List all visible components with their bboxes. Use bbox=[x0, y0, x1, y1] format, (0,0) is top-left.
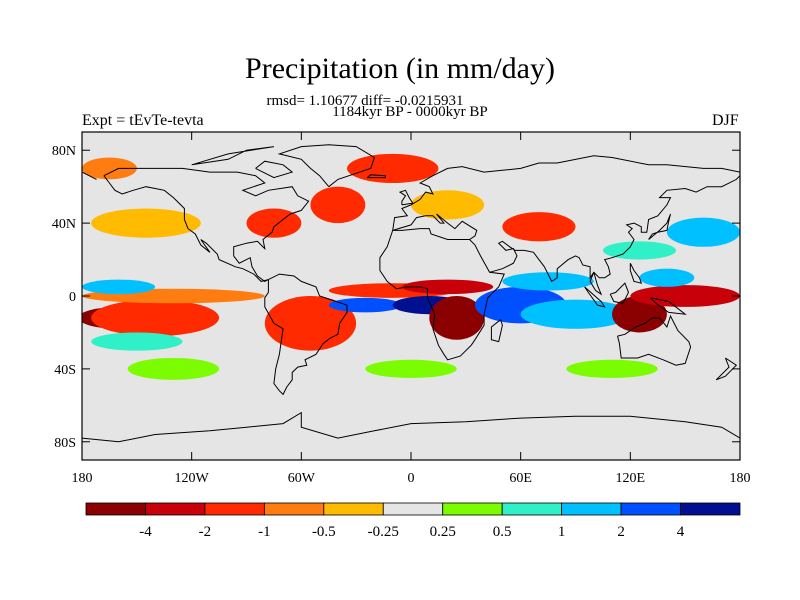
chart-period-line: 1184kyr BP - 0000kyr BP bbox=[332, 104, 488, 120]
colorbar-label: 2 bbox=[617, 524, 625, 540]
chart-stats-line: rmsd= 1.10677 diff= -0.0215931 bbox=[266, 93, 464, 109]
x-tick-label: 0 bbox=[408, 471, 415, 486]
anomaly-region bbox=[365, 359, 457, 378]
colorbar-swatch bbox=[680, 502, 741, 516]
anomaly-region bbox=[639, 268, 695, 287]
y-tick-label: 80S bbox=[54, 436, 76, 451]
coastline bbox=[398, 189, 414, 206]
colorbar-swatch bbox=[145, 502, 206, 516]
coastline bbox=[366, 174, 386, 179]
coastline bbox=[392, 213, 478, 240]
coastline bbox=[617, 314, 692, 366]
chart-title: Precipitation (in mm/day) bbox=[245, 52, 555, 85]
colorbar-label: -0.25 bbox=[368, 524, 399, 540]
colorbar-swatch bbox=[620, 502, 681, 516]
coastline bbox=[584, 286, 606, 308]
colorbar-swatch bbox=[323, 502, 384, 516]
anomaly-region bbox=[666, 217, 740, 247]
coastline bbox=[589, 272, 603, 296]
x-tick-label: 180 bbox=[72, 471, 93, 486]
anomaly-region bbox=[502, 272, 594, 291]
coastline bbox=[609, 282, 630, 304]
x-tick-label: 60E bbox=[509, 471, 532, 486]
coastline bbox=[715, 357, 738, 381]
colorbar-swatch bbox=[501, 502, 563, 516]
coastline bbox=[191, 146, 274, 166]
coastline bbox=[255, 160, 294, 179]
anomaly-region bbox=[411, 190, 485, 220]
colorbar-swatch bbox=[561, 502, 622, 516]
colorbar-label: -0.5 bbox=[312, 524, 336, 540]
anomaly-region bbox=[310, 186, 366, 224]
anomaly-region bbox=[612, 296, 667, 333]
anomaly-region bbox=[127, 357, 220, 380]
colorbar-swatch bbox=[442, 502, 503, 516]
colorbar-label: -2 bbox=[199, 524, 212, 540]
y-tick-label: 40N bbox=[52, 217, 76, 232]
coastline bbox=[650, 297, 687, 315]
coastline bbox=[103, 167, 310, 282]
colorbar-swatch bbox=[204, 502, 265, 516]
coastline bbox=[277, 144, 376, 188]
colorbar-label: 4 bbox=[677, 524, 685, 540]
coastline bbox=[392, 155, 740, 231]
anomaly-region bbox=[82, 157, 137, 180]
coastline bbox=[648, 213, 671, 240]
coastline bbox=[82, 171, 97, 180]
colorbar-label: -4 bbox=[139, 524, 152, 540]
anomaly-region bbox=[630, 285, 740, 307]
colorbar-label: 0.25 bbox=[430, 524, 456, 540]
coastline bbox=[629, 262, 643, 284]
y-tick-label: 0 bbox=[69, 290, 76, 305]
anomaly-region bbox=[91, 208, 201, 238]
anomaly-region bbox=[91, 332, 183, 351]
anomaly-region bbox=[566, 359, 658, 378]
anomaly-region bbox=[91, 299, 220, 337]
experiment-label: Expt = tEvTe-tevta bbox=[82, 112, 204, 129]
coastline bbox=[489, 175, 740, 283]
season-label: DJF bbox=[712, 112, 739, 129]
x-tick-label: 120E bbox=[616, 471, 646, 486]
y-tick-label: 80N bbox=[52, 144, 76, 159]
coastline bbox=[379, 228, 505, 361]
anomaly-region bbox=[347, 153, 439, 184]
x-tick-label: 180 bbox=[730, 471, 751, 486]
colorbar-label: 0.5 bbox=[493, 524, 512, 540]
coastline bbox=[490, 319, 503, 343]
x-axis: 180 120W 60W 0 60E 120E 180 bbox=[72, 132, 751, 486]
coastlines bbox=[82, 144, 740, 443]
colorbar-label: -1 bbox=[258, 524, 271, 540]
coastline bbox=[82, 411, 740, 443]
anomaly-region bbox=[401, 279, 494, 295]
y-tick-label: 40S bbox=[54, 363, 76, 378]
coastline bbox=[264, 273, 348, 396]
y-axis: 80N 40N 0 40S 80S bbox=[52, 144, 740, 451]
anomaly-region bbox=[82, 279, 156, 295]
colorbar-swatch bbox=[382, 502, 444, 516]
anomaly-region bbox=[328, 297, 402, 313]
colorbar-label: 1 bbox=[558, 524, 566, 540]
anomaly-region bbox=[429, 296, 485, 340]
anomaly-region bbox=[502, 212, 576, 242]
colorbar: -4 -2 -1 -0.5 -0.25 0.25 0.5 1 2 4 bbox=[85, 502, 741, 540]
colorbar-swatch bbox=[263, 502, 325, 516]
colorbar-swatch bbox=[85, 502, 146, 516]
x-tick-label: 60W bbox=[288, 471, 316, 486]
x-tick-label: 120W bbox=[175, 471, 210, 486]
